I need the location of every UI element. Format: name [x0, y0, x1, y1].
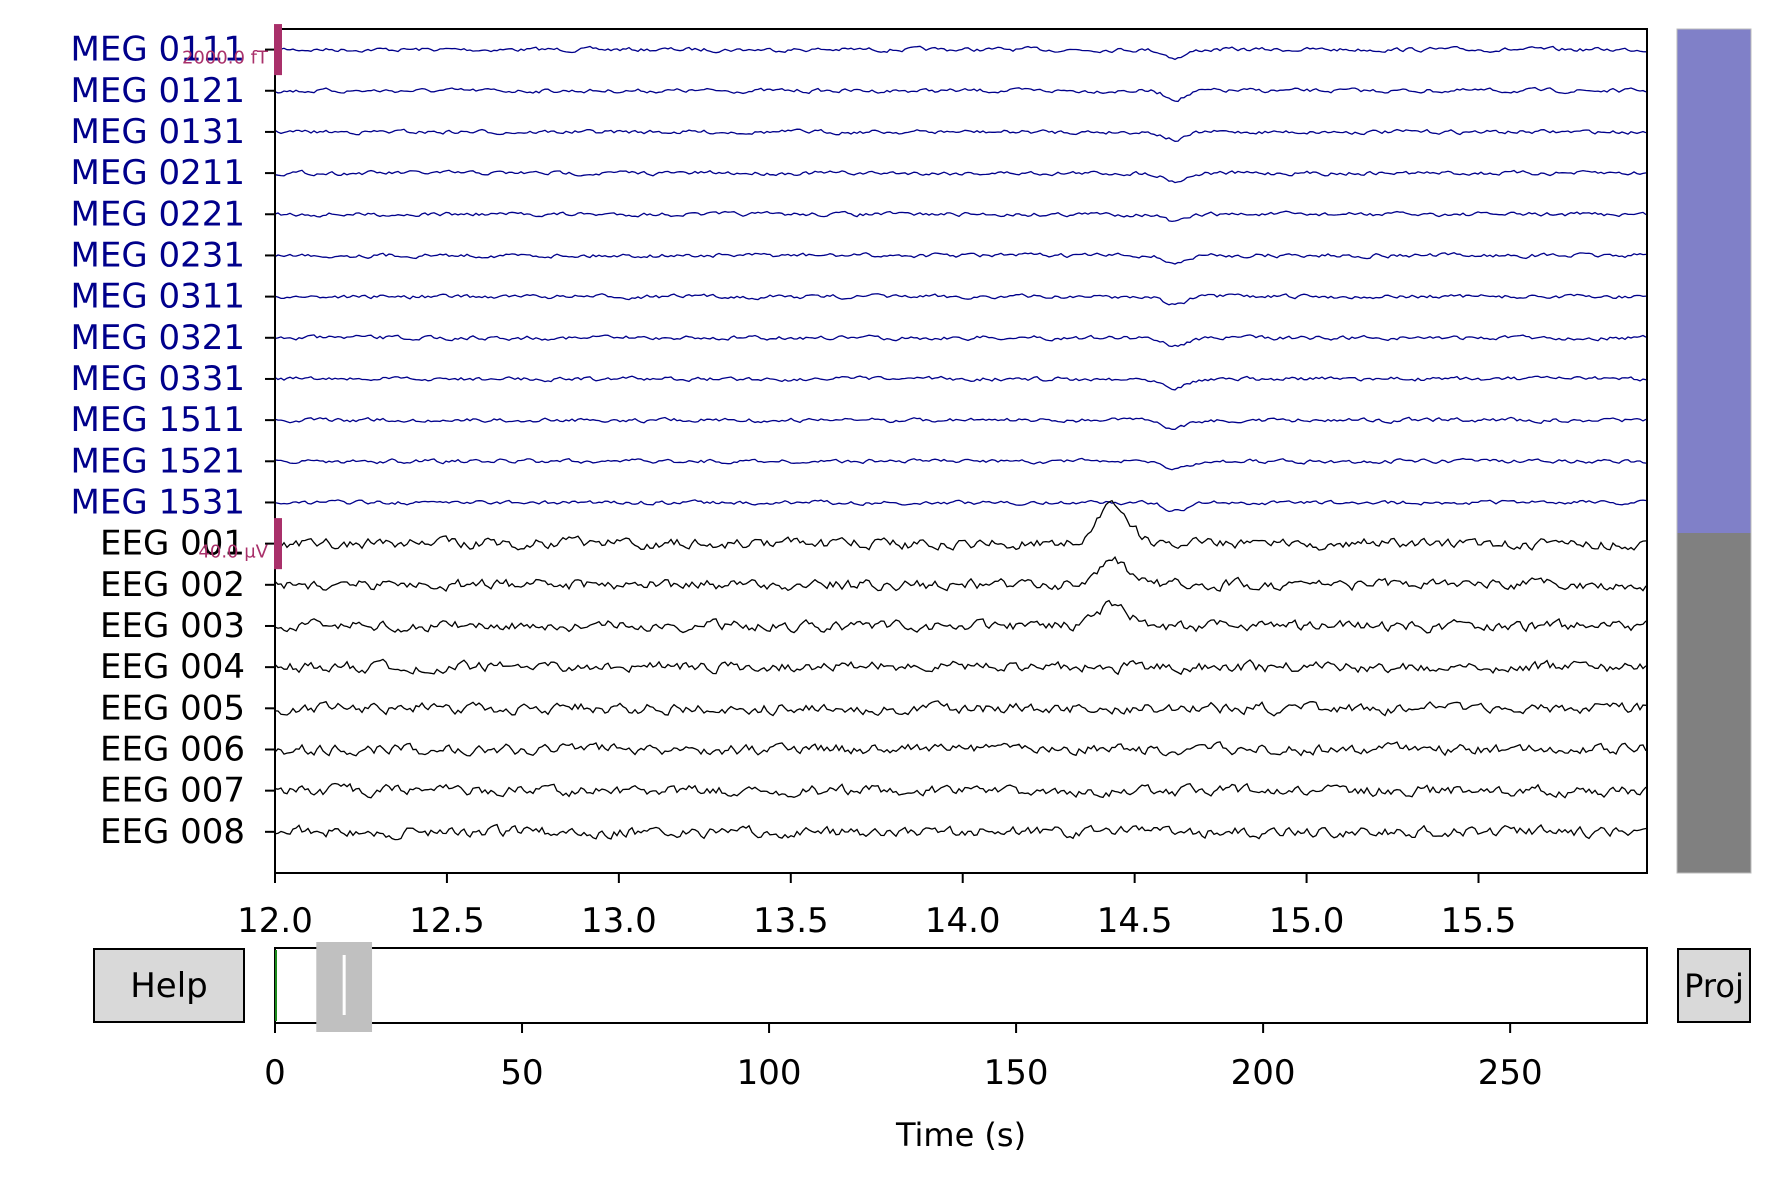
overview-tick-label: 150 — [984, 1053, 1049, 1093]
channel-trace — [274, 169, 1647, 184]
channel-label[interactable]: MEG 1531 — [71, 482, 246, 522]
channel-trace — [274, 823, 1647, 841]
time-tick-label: 13.0 — [581, 901, 657, 941]
channel-label[interactable]: MEG 0211 — [71, 153, 246, 193]
main-axes-frame — [274, 28, 1648, 874]
channel-label[interactable]: MEG 0321 — [71, 318, 246, 358]
channel-label[interactable]: MEG 1521 — [71, 441, 246, 481]
time-tick-label: 15.5 — [1441, 901, 1517, 941]
channel-trace — [274, 599, 1647, 634]
channel-label[interactable]: EEG 008 — [100, 812, 245, 852]
scale-bars: 2000.0 fT 40.0 µV — [182, 24, 282, 570]
scale-bar — [274, 518, 282, 570]
overview-tick-label: 200 — [1231, 1053, 1296, 1093]
time-tick-label: 15.0 — [1269, 901, 1345, 941]
time-tick-label: 13.5 — [753, 901, 829, 941]
channel-trace — [274, 700, 1647, 717]
channel-trace — [274, 45, 1647, 61]
channel-label[interactable]: EEG 004 — [100, 647, 245, 687]
scale-bar-label: 2000.0 fT — [182, 48, 269, 69]
eeg-group-bar[interactable] — [1677, 533, 1751, 873]
channel-trace — [274, 375, 1647, 391]
channel-trace — [274, 782, 1647, 799]
overview-tick-label: 0 — [264, 1053, 286, 1093]
channel-trace — [274, 86, 1647, 103]
channel-label[interactable]: EEG 005 — [100, 688, 245, 728]
channel-label[interactable]: EEG 003 — [100, 606, 245, 646]
channel-label[interactable]: EEG 006 — [100, 729, 245, 769]
channel-label[interactable]: MEG 0111 — [71, 30, 246, 70]
channel-label[interactable]: MEG 0231 — [71, 235, 246, 275]
trace-area[interactable] — [274, 45, 1647, 841]
time-tick-label: 12.5 — [409, 901, 485, 941]
channel-trace — [274, 457, 1647, 471]
overview-axis-ticks: 0 50 100 150 200 250 — [264, 1023, 1543, 1093]
channel-label[interactable]: MEG 1511 — [71, 400, 246, 440]
channel-trace — [274, 252, 1647, 265]
scale-bar-label: 40.0 µV — [198, 542, 268, 563]
time-tick-label: 14.0 — [925, 901, 1001, 941]
channel-trace — [274, 741, 1647, 757]
time-tick-label: 14.5 — [1097, 901, 1173, 941]
channel-label[interactable]: MEG 0131 — [71, 112, 246, 152]
channel-label[interactable]: MEG 0221 — [71, 194, 246, 234]
overview-tick-label: 50 — [500, 1053, 543, 1093]
channel-trace — [274, 499, 1647, 551]
channel-label[interactable]: EEG 001 — [100, 524, 245, 564]
meg-group-bar[interactable] — [1677, 29, 1751, 533]
channel-trace — [274, 499, 1647, 513]
help-button[interactable]: Help — [93, 948, 245, 1023]
proj-button-label: Proj — [1684, 966, 1744, 1005]
overview-tick-label: 250 — [1478, 1053, 1543, 1093]
scale-bar — [274, 24, 282, 76]
proj-button[interactable]: Proj — [1677, 948, 1751, 1023]
overview-tick-label: 100 — [737, 1053, 802, 1093]
time-axis-ticks: 12.0 12.5 13.0 13.5 14.0 14.5 15.0 15.5 — [237, 873, 1516, 941]
channel-trace — [274, 555, 1647, 593]
channel-label[interactable]: MEG 0331 — [71, 359, 246, 399]
group-bar-frame — [1676, 28, 1752, 874]
channel-trace — [274, 658, 1647, 676]
channel-label[interactable]: EEG 002 — [100, 565, 245, 605]
time-scrollbar[interactable] — [274, 947, 1648, 1024]
channel-trace — [274, 293, 1647, 306]
channel-trace — [274, 210, 1647, 223]
help-button-label: Help — [130, 965, 208, 1006]
channel-label[interactable]: EEG 007 — [100, 771, 245, 811]
channel-label[interactable]: MEG 0311 — [71, 277, 246, 317]
overview-xlabel: Time (s) — [895, 1116, 1026, 1154]
time-tick-label: 12.0 — [237, 901, 313, 941]
channel-trace — [274, 128, 1647, 142]
channel-trace — [274, 334, 1647, 348]
channel-trace — [274, 416, 1647, 431]
channel-label[interactable]: MEG 0121 — [71, 71, 246, 111]
